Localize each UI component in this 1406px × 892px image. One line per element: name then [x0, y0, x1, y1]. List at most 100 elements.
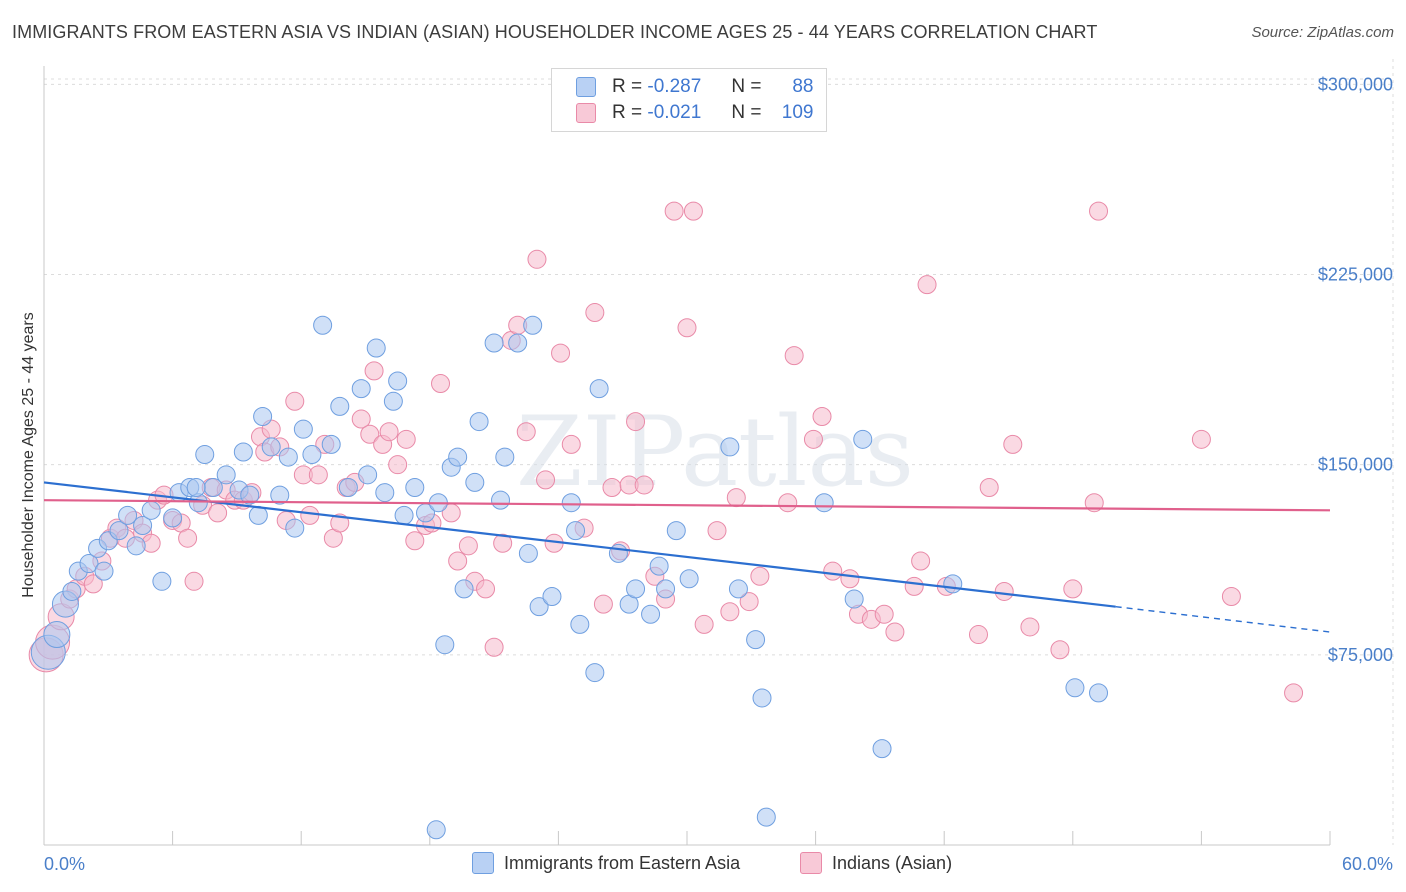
- point-indians: [431, 374, 451, 394]
- bottom-legend-label: Indians (Asian): [832, 852, 953, 873]
- point-eastern-asia: [253, 407, 273, 427]
- chart-title: IMMIGRANTS FROM EASTERN ASIA VS INDIAN (…: [12, 22, 1098, 42]
- point-eastern-asia: [293, 419, 313, 439]
- point-indians: [516, 422, 536, 442]
- axes-layer: [43, 66, 1331, 846]
- legend-row-indians: R = -0.021 N = 109: [576, 101, 814, 125]
- point-eastern-asia: [126, 536, 146, 556]
- point-indians: [874, 604, 894, 624]
- point-eastern-asia: [270, 485, 290, 505]
- point-indians: [184, 571, 204, 591]
- point-eastern-asia: [872, 739, 892, 759]
- point-eastern-asia: [338, 477, 358, 497]
- point-indians: [551, 343, 571, 363]
- point-eastern-asia: [426, 820, 446, 840]
- point-eastern-asia: [853, 429, 873, 449]
- point-eastern-asia: [141, 500, 161, 520]
- bottom-legend-indians: Indians (Asian): [800, 852, 952, 874]
- point-eastern-asia: [351, 379, 371, 399]
- y-tick-label: $300,000: [1318, 74, 1393, 94]
- point-eastern-asia: [1065, 678, 1085, 698]
- point-eastern-asia: [358, 465, 378, 485]
- point-indians: [968, 625, 988, 645]
- point-indians: [1020, 617, 1040, 637]
- point-eastern-asia: [366, 338, 386, 358]
- point-indians: [750, 566, 770, 586]
- point-indians: [388, 455, 408, 475]
- legend-r-value: -0.287: [647, 76, 702, 97]
- legend-n-label: N =: [731, 76, 762, 97]
- point-eastern-asia: [746, 630, 766, 650]
- point-eastern-asia: [465, 472, 485, 492]
- point-eastern-asia: [523, 315, 543, 335]
- legend-n-value: 109: [781, 102, 814, 123]
- point-eastern-asia: [495, 447, 515, 467]
- point-eastern-asia: [133, 516, 153, 536]
- point-eastern-asia: [756, 807, 776, 827]
- point-indians: [379, 422, 399, 442]
- point-indians: [803, 429, 823, 449]
- point-indians: [83, 574, 103, 594]
- point-eastern-asia: [656, 579, 676, 599]
- point-indians: [300, 505, 320, 525]
- legend-r-value: -0.021: [647, 102, 702, 123]
- y-axis-title: Householder Income Ages 25 - 44 years: [20, 312, 37, 598]
- point-eastern-asia: [626, 579, 646, 599]
- point-indians: [664, 201, 684, 221]
- point-eastern-asia: [313, 315, 333, 335]
- point-indians: [812, 407, 832, 427]
- point-eastern-asia: [163, 508, 183, 528]
- point-indians: [904, 576, 924, 596]
- point-indians: [476, 579, 496, 599]
- legend-swatch-pink: [576, 103, 596, 123]
- stats-legend: R = -0.287 N = 88 R = -0.021 N = 109: [551, 68, 827, 132]
- point-eastern-asia: [195, 445, 215, 465]
- point-indians: [823, 561, 843, 581]
- point-indians: [458, 536, 478, 556]
- point-eastern-asia: [491, 490, 511, 510]
- point-eastern-asia: [570, 614, 590, 634]
- point-eastern-asia: [844, 589, 864, 609]
- x-tick-label-max: 60.0%: [1342, 854, 1393, 874]
- point-eastern-asia: [641, 604, 661, 624]
- bottom-legend-swatch-blue: [472, 852, 494, 874]
- point-indians: [330, 513, 350, 533]
- point-eastern-asia: [285, 518, 305, 538]
- point-indians: [911, 551, 931, 571]
- x-tick-label-min: 0.0%: [44, 854, 85, 874]
- point-eastern-asia: [608, 543, 628, 563]
- point-indians: [351, 409, 371, 429]
- point-indians: [739, 592, 759, 612]
- point-eastern-asia: [484, 333, 504, 353]
- point-eastern-asia: [585, 663, 605, 683]
- point-indians: [994, 581, 1014, 601]
- point-eastern-asia: [720, 437, 740, 457]
- point-indians: [1191, 429, 1211, 449]
- point-indians: [178, 528, 198, 548]
- y-tick-label: $225,000: [1318, 265, 1393, 285]
- point-eastern-asia: [302, 445, 322, 465]
- point-eastern-asia: [589, 379, 609, 399]
- legend-n-value: 88: [792, 76, 814, 97]
- point-eastern-asia: [529, 597, 549, 617]
- point-eastern-asia: [62, 581, 82, 601]
- point-eastern-asia: [278, 447, 298, 467]
- point-indians: [536, 470, 556, 490]
- point-indians: [885, 622, 905, 642]
- point-indians: [527, 249, 547, 269]
- point-eastern-asia: [109, 521, 129, 541]
- bottom-legend-swatch-pink: [800, 852, 822, 874]
- point-eastern-asia: [752, 688, 772, 708]
- point-eastern-asia: [321, 434, 341, 454]
- point-eastern-asia: [518, 543, 538, 563]
- point-eastern-asia: [216, 465, 236, 485]
- point-eastern-asia: [649, 556, 669, 576]
- point-eastern-asia: [728, 579, 748, 599]
- point-eastern-asia: [1089, 683, 1109, 703]
- point-indians: [1089, 201, 1109, 221]
- point-indians: [917, 275, 937, 295]
- point-indians: [677, 318, 697, 338]
- point-indians: [308, 465, 328, 485]
- point-indians: [626, 412, 646, 432]
